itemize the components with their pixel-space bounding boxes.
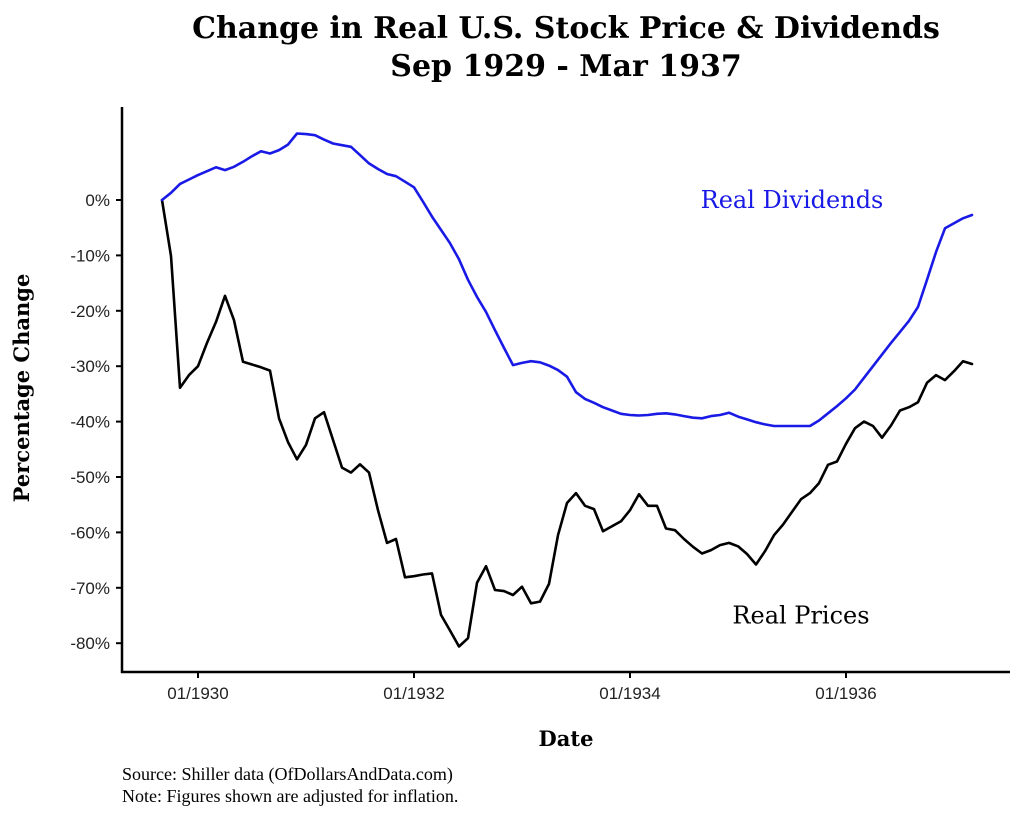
real-dividends-label: Real Dividends bbox=[701, 186, 884, 214]
footnote-source: Source: Shiller data (OfDollarsAndData.c… bbox=[122, 764, 453, 785]
series-labels: Real Dividends Real Prices bbox=[701, 186, 884, 630]
chart-title: Change in Real U.S. Stock Price & Divide… bbox=[192, 11, 940, 46]
y-tick-label: -10% bbox=[70, 246, 110, 265]
x-tick-label: 01/1936 bbox=[815, 684, 876, 703]
real-prices-label: Real Prices bbox=[732, 602, 869, 630]
y-tick-label: 0% bbox=[85, 191, 110, 210]
plot-area: 0% -10% -20% -30% -40% -50% -60% -70% -80% 01/19… bbox=[70, 107, 1010, 703]
real-dividends-line bbox=[160, 132, 974, 428]
footnote-note: Note: Figures shown are adjusted for inf… bbox=[122, 786, 458, 806]
real-prices-line bbox=[160, 198, 974, 648]
y-axis-title: Percentage Change bbox=[9, 274, 34, 503]
y-tick-label: -80% bbox=[70, 634, 110, 653]
x-axis-ticks: 01/1930 01/1932 01/1934 01/1936 bbox=[167, 672, 877, 703]
y-axis-ticks: 0% -10% -20% -30% -40% -50% -60% -70% -80% bbox=[70, 191, 122, 653]
x-tick-label: 01/1930 bbox=[167, 684, 228, 703]
y-tick-label: -30% bbox=[70, 357, 110, 376]
x-tick-label: 01/1932 bbox=[383, 684, 444, 703]
y-tick-label: -60% bbox=[70, 523, 110, 542]
y-tick-label: -40% bbox=[70, 413, 110, 432]
x-axis-title: Date bbox=[539, 726, 594, 751]
chart-subtitle: Sep 1929 - Mar 1937 bbox=[390, 49, 741, 84]
y-tick-label: -50% bbox=[70, 468, 110, 487]
y-tick-label: -70% bbox=[70, 579, 110, 598]
x-tick-label: 01/1934 bbox=[599, 684, 660, 703]
series-lines bbox=[160, 132, 974, 648]
y-tick-label: -20% bbox=[70, 302, 110, 321]
